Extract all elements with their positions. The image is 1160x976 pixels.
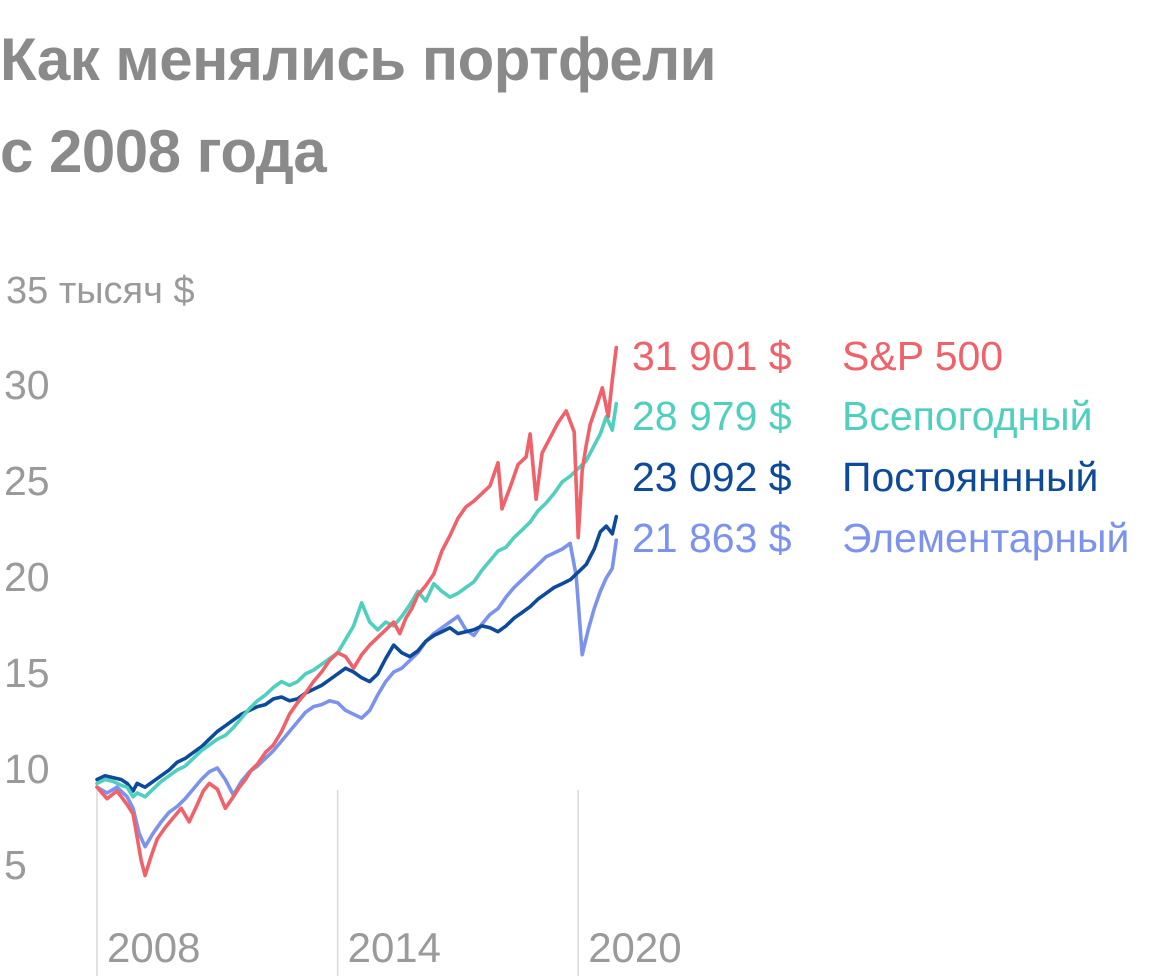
legend-value-all_weather: 28 979 $ [632,393,792,439]
chart-title-line-2: с 2008 года [0,118,327,185]
legend-item-elementary: 21 863 $ Элементарный [632,515,1129,561]
x-tick-label-2020: 2020 [588,924,681,971]
y-axis: 35 тысяч $ 5 10 15 20 25 30 [4,270,195,888]
y-tick-label-25: 25 [4,458,50,504]
chart-series-lines [95,345,619,878]
legend-value-elementary: 21 863 $ [632,515,792,561]
legend-item-permanent: 23 092 $ Постояннный [632,454,1098,500]
y-tick-label-15: 15 [4,650,50,696]
series-line-permanent [95,514,619,793]
legend-item-sp500: 31 901 $ S&P 500 [632,333,1003,379]
y-tick-label-10: 10 [4,746,50,792]
x-tick-label-2008: 2008 [107,924,200,971]
series-line-all_weather [95,401,619,799]
series-line-sp500 [95,345,619,878]
series-line-elementary [95,538,619,849]
y-tick-label-5: 5 [4,842,27,888]
x-axis: 2008 2014 2020 [107,924,682,971]
chart-title: Как менялись портфели с 2008 года [0,14,717,198]
chart-legend: 31 901 $ S&P 500 28 979 $ Всепогодный 23 092… [632,333,1129,561]
y-axis-unit-label: 35 тысяч $ [6,270,195,312]
legend-name-sp500: S&P 500 [842,333,1003,379]
y-tick-label-20: 20 [4,554,50,600]
legend-name-all_weather: Всепогодный [842,393,1093,439]
legend-item-all_weather: 28 979 $ Всепогодный [632,393,1093,439]
legend-name-elementary: Элементарный [842,515,1129,561]
legend-name-permanent: Постояннный [842,454,1098,500]
x-tick-label-2014: 2014 [348,924,441,971]
y-tick-label-30: 30 [4,362,50,408]
legend-value-sp500: 31 901 $ [632,333,792,379]
chart-gridlines [96,790,579,976]
chart-title-line-1: Как менялись портфели [0,26,717,93]
legend-value-permanent: 23 092 $ [632,454,792,500]
